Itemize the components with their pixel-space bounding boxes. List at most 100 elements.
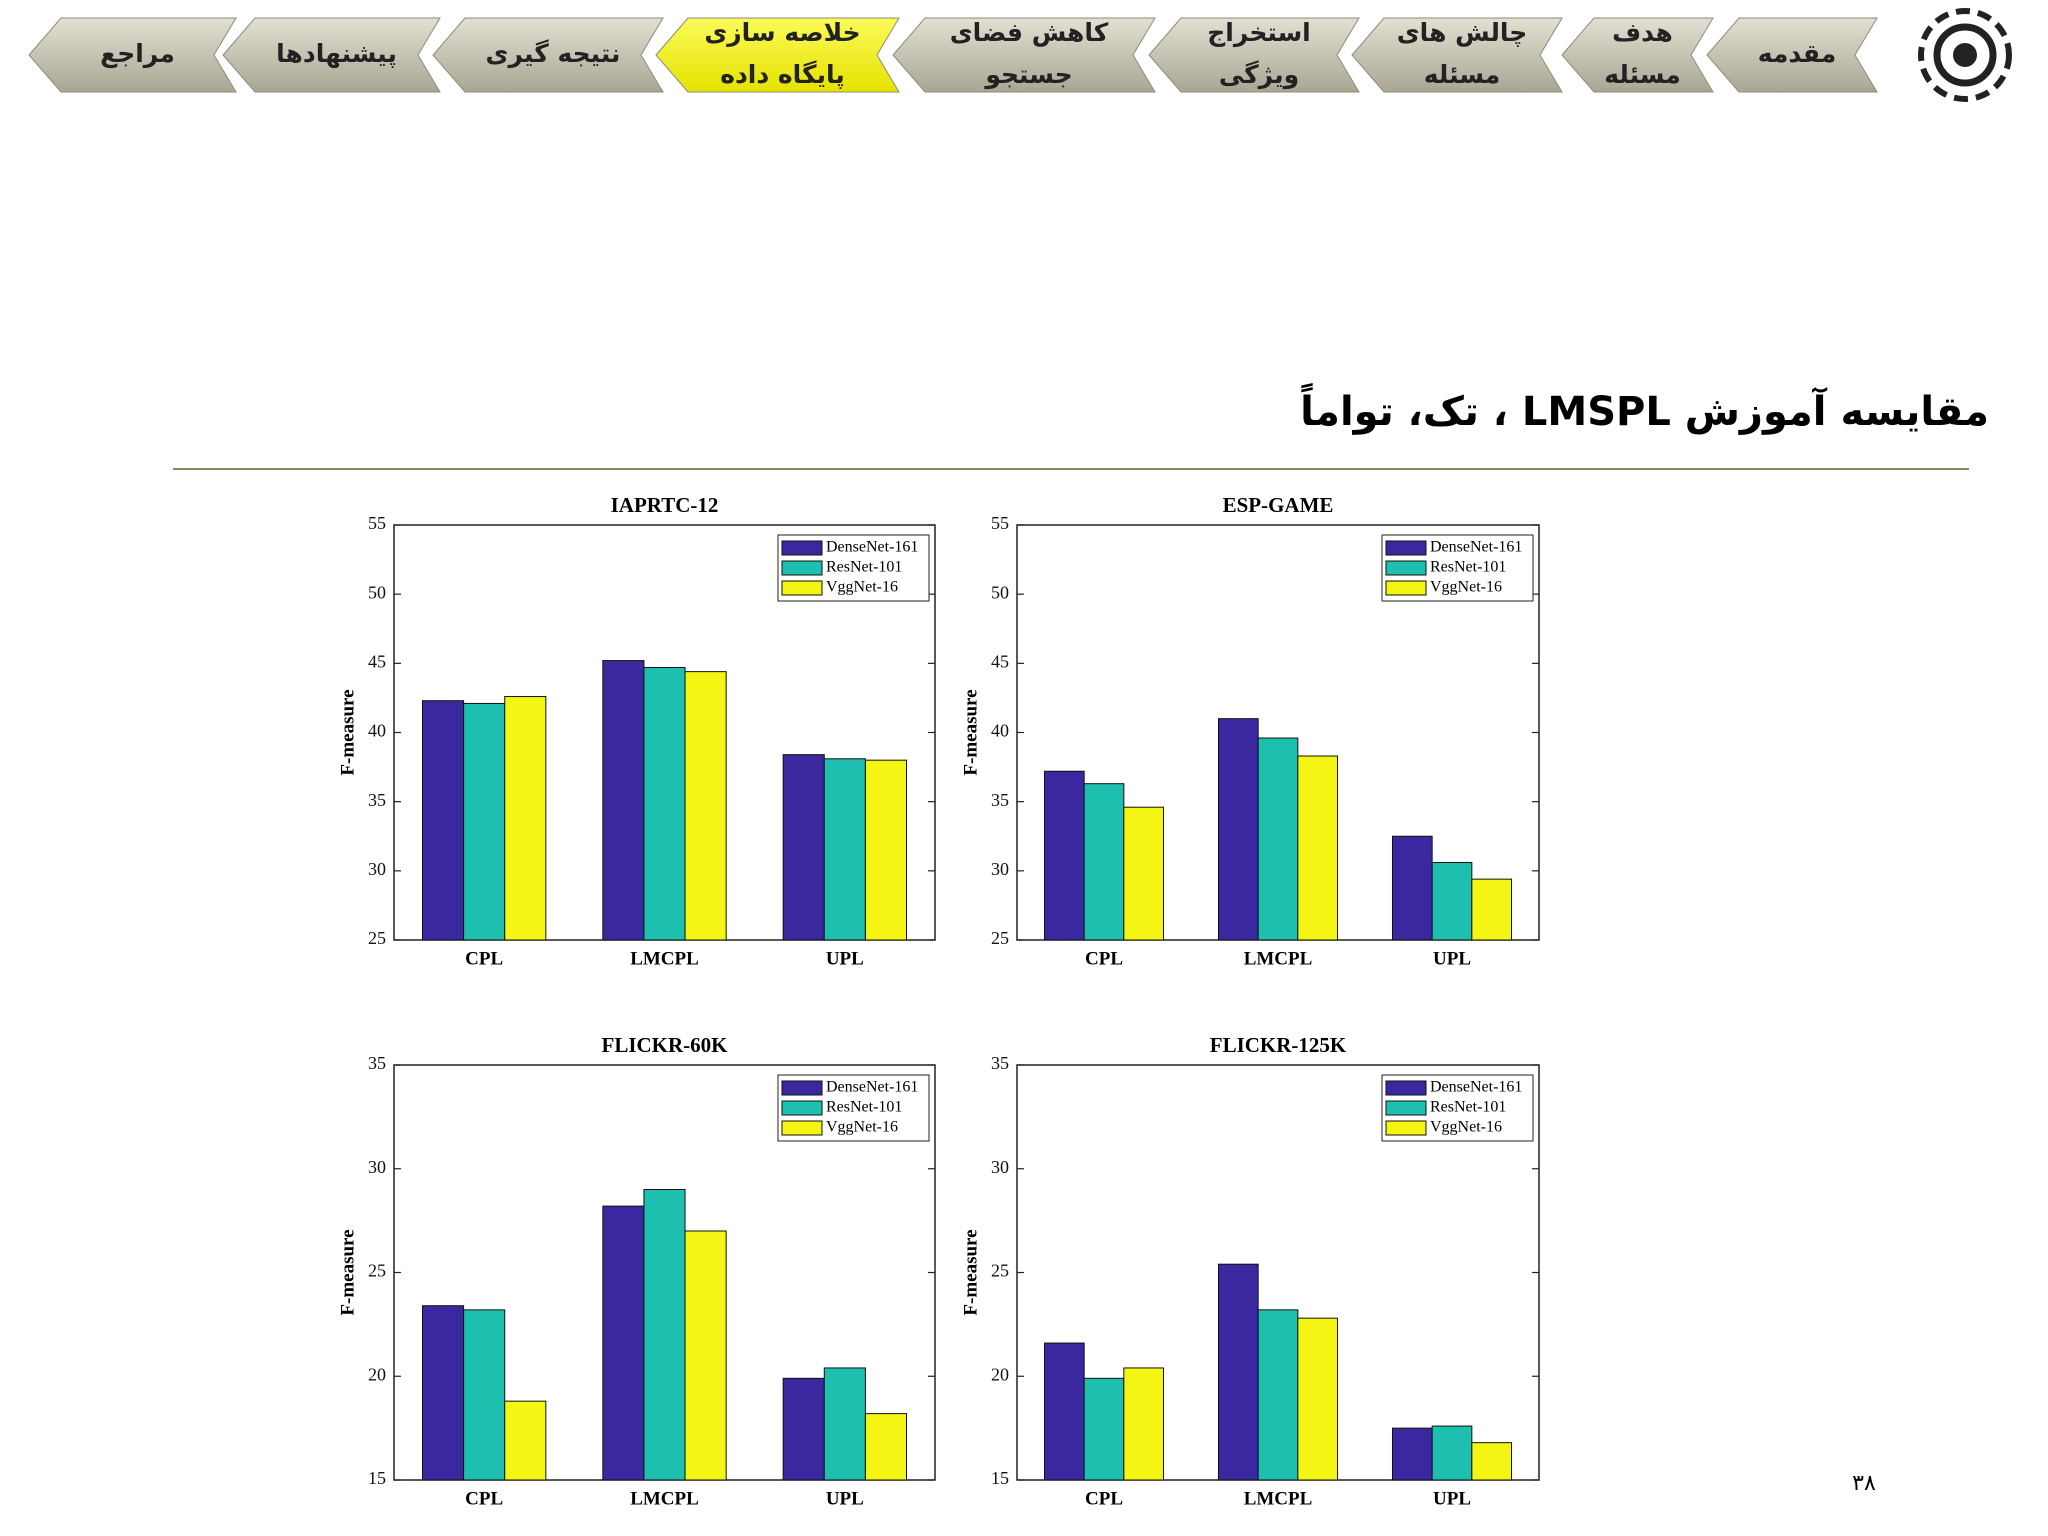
y-tick-label: 15 — [991, 1468, 1009, 1488]
legend-swatch — [781, 1120, 823, 1136]
y-tick-label: 45 — [368, 651, 386, 671]
y-axis-label: F-measure — [960, 1229, 981, 1315]
nav-tab-label: ویژگی — [1219, 60, 1299, 90]
y-tick-label: 30 — [368, 1157, 386, 1177]
nav-tab[interactable] — [1561, 17, 1714, 93]
nav-tab[interactable] — [432, 17, 664, 93]
chart-title: ESP-GAME — [1223, 493, 1334, 517]
legend-label: ResNet-101 — [826, 1099, 902, 1116]
bar — [643, 666, 686, 941]
bar — [1083, 783, 1125, 941]
legend-label: DenseNet-161 — [1430, 1079, 1522, 1096]
page-number: ۳۸ — [1852, 1471, 1876, 1496]
bar — [782, 1377, 825, 1481]
chart: FLICKR-125K F-measure 15 20 25 30 35 CPL LMCPL UP… — [960, 1033, 1540, 1509]
chart-title: IAPRTC-12 — [611, 493, 719, 517]
x-tick-label: CPL — [465, 1488, 503, 1509]
bar — [1431, 862, 1473, 941]
bar — [1123, 806, 1165, 941]
legend-swatch — [781, 1100, 823, 1116]
nav-tab-label: پایگاه داده — [720, 60, 845, 89]
bar — [602, 1205, 645, 1481]
y-axis-label: F-measure — [337, 1229, 358, 1315]
bar — [1043, 770, 1085, 941]
y-tick-label: 20 — [368, 1364, 386, 1384]
bar — [421, 700, 465, 941]
nav-tab-label: جستجو — [983, 60, 1072, 90]
nav-tab-label: مسئله — [1424, 60, 1501, 89]
legend-swatch — [1385, 580, 1427, 596]
y-tick-label: 35 — [368, 790, 386, 810]
slide-title: مقایسه آموزش LMSPL ، تک، تواماً — [1300, 382, 1989, 435]
y-tick-label: 40 — [991, 721, 1009, 741]
bar — [1257, 737, 1299, 941]
nav-bar: مقدمه هدف مسئله چالش های مسئله استخراج ویژگی کا… — [28, 17, 1878, 93]
legend-label: ResNet-101 — [1430, 1099, 1506, 1116]
y-tick-label: 30 — [991, 859, 1009, 879]
y-tick-label: 25 — [368, 1261, 386, 1281]
nav-tab[interactable] — [1351, 17, 1563, 93]
y-tick-label: 25 — [368, 928, 386, 948]
bar — [504, 1400, 547, 1481]
nav-tab[interactable] — [222, 17, 441, 93]
legend-label: VggNet-16 — [1430, 579, 1502, 596]
y-tick-label: 55 — [368, 513, 386, 533]
bar — [421, 1305, 465, 1481]
nav-tab[interactable] — [1706, 17, 1878, 93]
bar — [1217, 718, 1259, 941]
x-tick-label: UPL — [826, 948, 864, 969]
chart-title: FLICKR-60K — [602, 1033, 729, 1057]
charts: IAPRTC-12 F-measure 25 30 35 40 45 50 55 CPL LMCPL… — [337, 493, 1540, 1509]
legend-swatch — [1385, 560, 1427, 576]
x-tick-label: LMCPL — [1244, 1488, 1313, 1509]
bar — [1297, 755, 1339, 941]
bar — [684, 671, 727, 941]
nav-tab[interactable] — [892, 17, 1156, 93]
legend-swatch — [1385, 1100, 1427, 1116]
bar — [1297, 1317, 1339, 1481]
y-tick-label: 35 — [991, 1053, 1009, 1073]
nav-tab-label: چالش های — [1397, 18, 1527, 47]
bar — [504, 696, 547, 941]
y-axis-label: F-measure — [960, 689, 981, 775]
x-tick-label: CPL — [465, 948, 503, 969]
nav-tab-label: مسئله — [1604, 60, 1681, 89]
bar — [1391, 1427, 1433, 1481]
chart: ESP-GAME F-measure 25 30 35 40 45 50 55 CPL LMCPL U… — [960, 493, 1540, 969]
bar — [1391, 835, 1433, 941]
logo — [1918, 8, 2012, 102]
y-tick-label: 35 — [368, 1053, 386, 1073]
bar — [1043, 1342, 1085, 1481]
bar — [602, 660, 645, 941]
bar — [1257, 1309, 1299, 1481]
nav-tab[interactable] — [1148, 17, 1360, 93]
legend-label: ResNet-101 — [826, 559, 902, 576]
legend-label: ResNet-101 — [1430, 559, 1506, 576]
legend-swatch — [1385, 1080, 1427, 1096]
bar — [823, 1367, 866, 1481]
chart: IAPRTC-12 F-measure 25 30 35 40 45 50 55 CPL LMCPL… — [337, 493, 936, 969]
chart-title: FLICKR-125K — [1210, 1033, 1347, 1057]
x-tick-label: UPL — [826, 1488, 864, 1509]
nav-tab-label: مراجع — [100, 39, 175, 69]
y-tick-label: 50 — [368, 582, 386, 602]
bar — [1471, 1442, 1513, 1481]
legend-swatch — [1385, 540, 1427, 556]
y-tick-label: 45 — [991, 651, 1009, 671]
legend-swatch — [781, 1080, 823, 1096]
bar — [864, 1413, 908, 1481]
nav-tab-label: خلاصه سازی — [704, 18, 860, 47]
nav-tab[interactable] — [655, 17, 900, 93]
bar — [782, 754, 825, 941]
x-tick-label: CPL — [1085, 948, 1123, 969]
y-tick-label: 40 — [368, 721, 386, 741]
nav-tab[interactable] — [28, 17, 237, 93]
legend-label: VggNet-16 — [826, 1119, 898, 1136]
legend-label: DenseNet-161 — [1430, 539, 1522, 556]
nav-tab-label: استخراج — [1207, 18, 1311, 48]
bar — [1431, 1425, 1473, 1481]
legend-swatch — [781, 560, 823, 576]
y-tick-label: 20 — [991, 1364, 1009, 1384]
